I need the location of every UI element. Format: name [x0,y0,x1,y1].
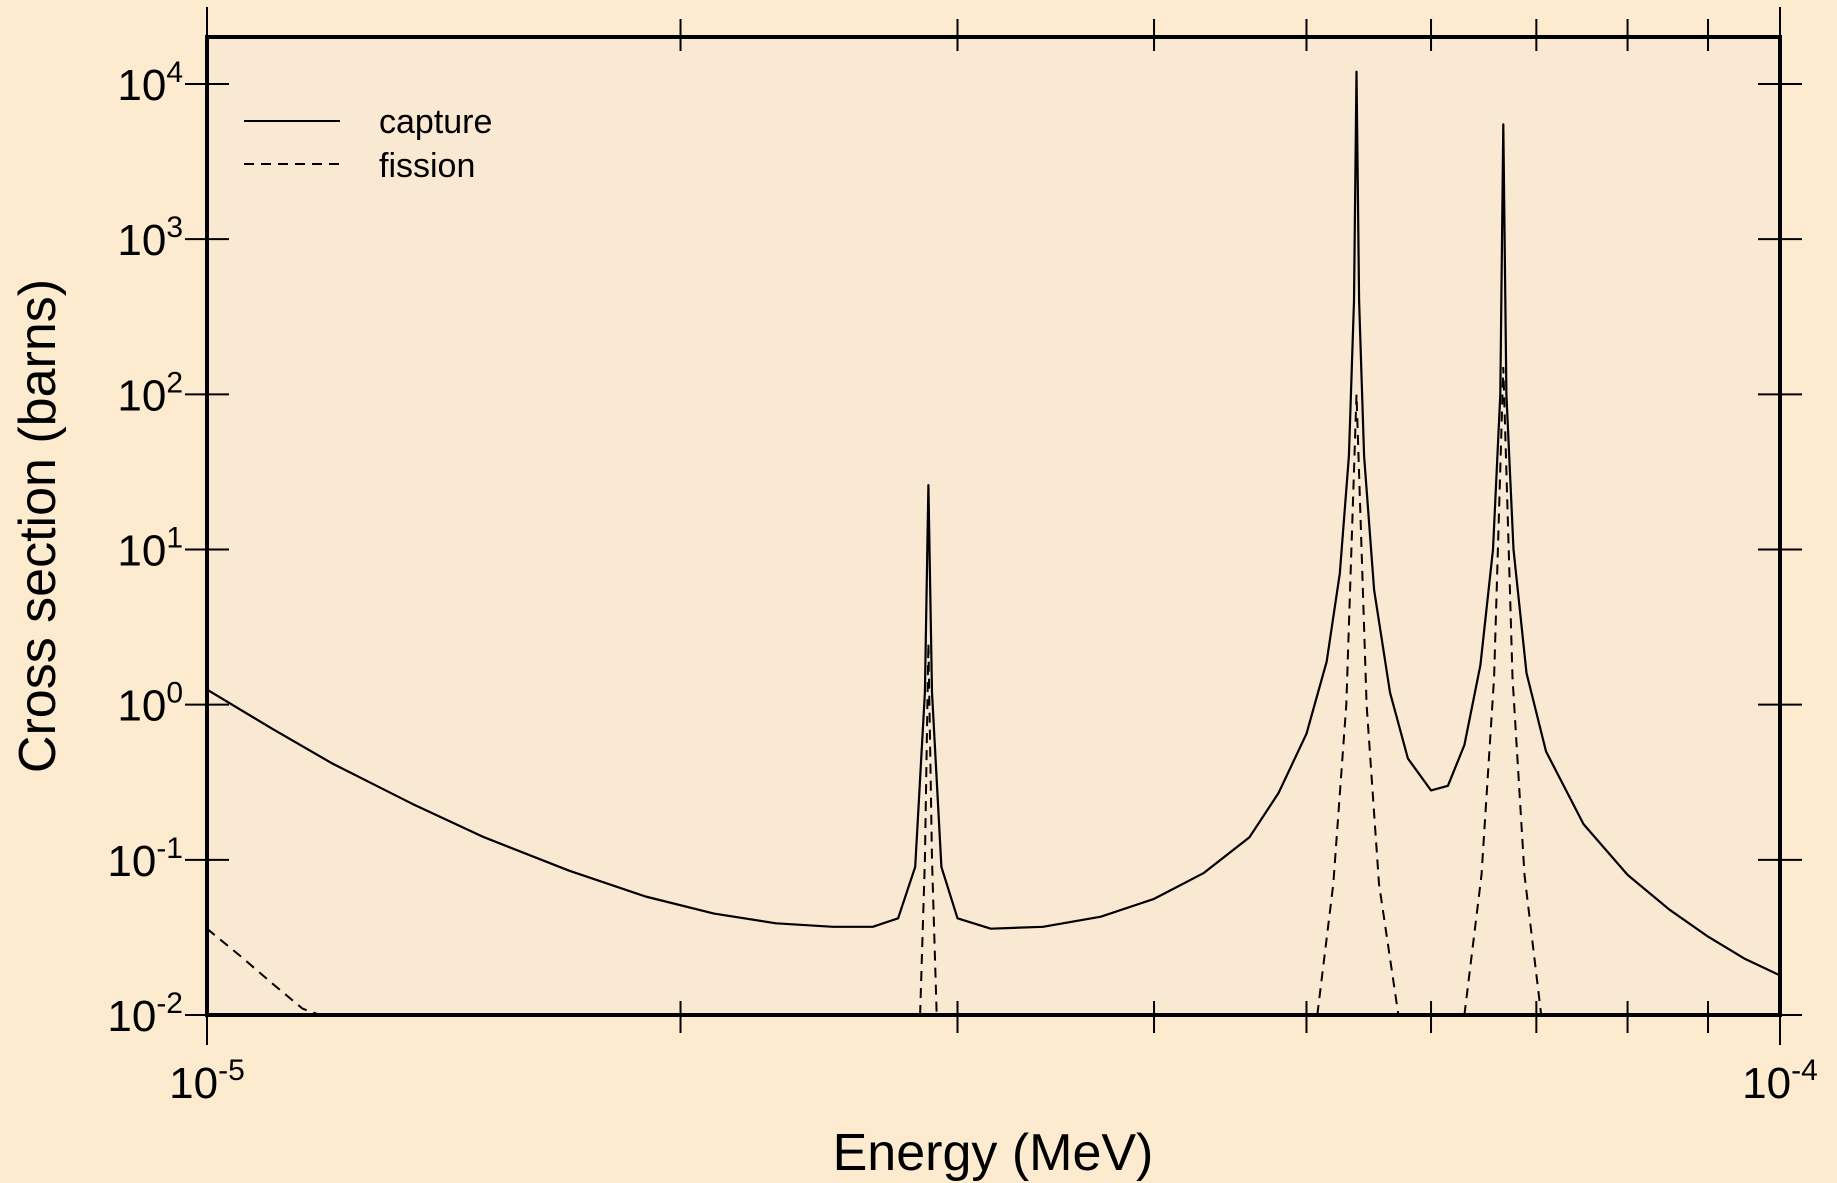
legend-label-capture: capture [379,103,492,141]
series-line-fission [919,642,938,1016]
y-tick-label: 10-2 [107,987,183,1041]
legend: capture fission [244,103,492,185]
x-tick-label: 10-4 [1742,1054,1818,1108]
y-axis-label: Cross section (barns) [9,279,67,773]
y-tick-label: 104 [117,56,183,110]
x-axis-label: Energy (MeV) [833,1124,1154,1182]
series-line-fission [1463,366,1543,1016]
plot-frame [205,35,1782,1017]
x-tick-label: 10-5 [169,1054,245,1108]
y-tick-label: 10-1 [107,832,183,886]
plot-area [207,37,1780,1015]
series-line-fission [1316,394,1400,1016]
y-tick-label: 100 [117,677,183,731]
y-tick-labels: 10-2 10-1 100 101 102 103 104 [107,56,183,1041]
y-tick-label: 102 [117,366,183,420]
series-line-capture [206,70,1781,977]
legend-label-fission: fission [379,147,475,185]
y-tick-label: 103 [117,211,183,265]
y-tick-label: 101 [117,522,183,576]
series-layer [206,70,1781,1016]
x-tick-labels: 10-5 10-4 [169,1054,1818,1108]
